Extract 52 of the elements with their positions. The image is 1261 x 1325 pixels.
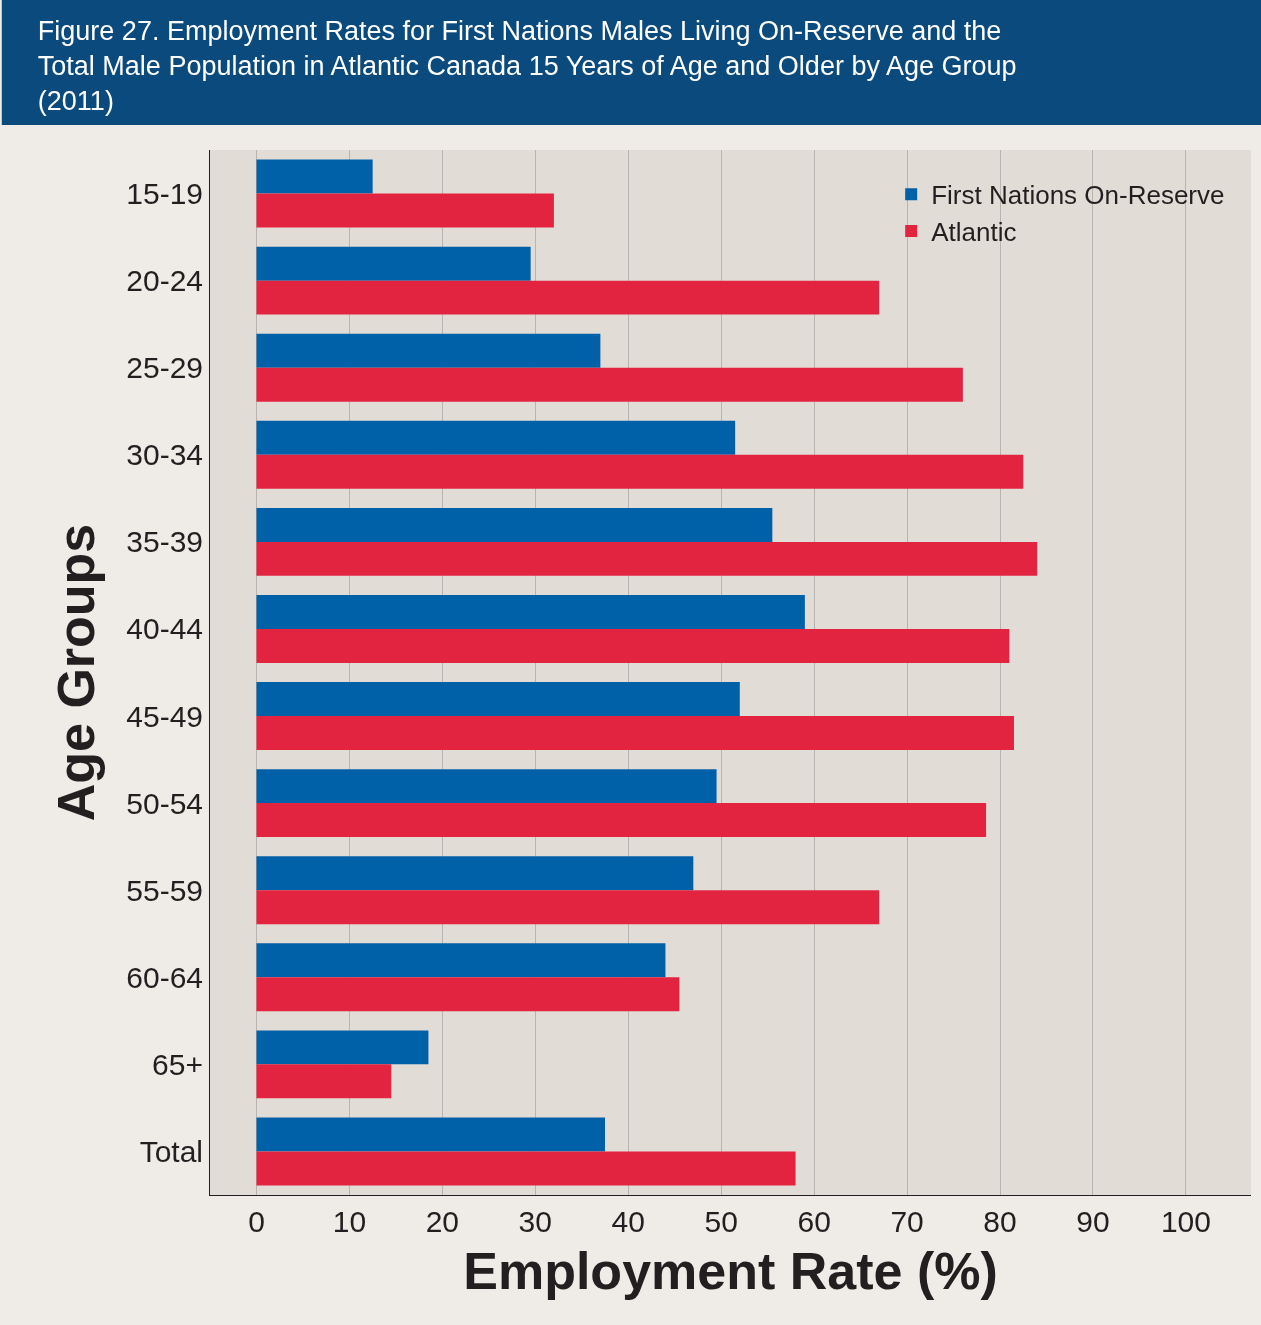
x-tick-label: 80	[983, 1205, 1017, 1238]
bar	[256, 977, 680, 1012]
bar	[256, 890, 880, 925]
bar	[256, 1151, 796, 1186]
bar	[256, 628, 1010, 663]
bar	[256, 367, 963, 402]
x-tick-label: 40	[611, 1205, 645, 1238]
bar	[256, 716, 1014, 750]
y-tick-label: 45-49	[126, 699, 203, 733]
bar	[256, 246, 531, 281]
y-tick-label: 50-54	[126, 786, 203, 820]
bar	[256, 507, 773, 542]
bar	[256, 159, 373, 194]
y-tick-label: Total	[139, 1134, 203, 1168]
x-tick-label: 70	[890, 1205, 924, 1238]
x-tick-label: 30	[518, 1205, 552, 1238]
bar	[256, 280, 880, 315]
y-tick-label: 55-59	[126, 873, 203, 907]
y-tick-label: 25-29	[126, 351, 203, 385]
x-tick-label: 0	[248, 1205, 265, 1238]
y-tick-label: 20-24	[126, 264, 203, 298]
y-tick-label: 15-19	[126, 177, 203, 211]
bar	[256, 1117, 606, 1152]
y-tick-label: 35-39	[126, 525, 203, 559]
bar	[256, 769, 717, 804]
y-tick-label: 65+	[152, 1047, 203, 1081]
bar	[256, 420, 736, 455]
bar	[256, 541, 1038, 576]
y-tick-label: 30-34	[126, 438, 203, 472]
bar	[256, 682, 740, 717]
x-tick-label: 10	[332, 1205, 367, 1238]
x-tick-label: 90	[1076, 1205, 1110, 1238]
bar	[256, 803, 987, 838]
bar	[256, 193, 554, 228]
x-tick-label: 100	[1160, 1205, 1211, 1238]
bar	[256, 943, 666, 978]
bar	[256, 1030, 429, 1065]
y-axis-title: Age Groups	[46, 523, 105, 822]
x-tick-label: 60	[797, 1205, 831, 1238]
x-axis-title: Employment Rate (%)	[463, 1241, 998, 1300]
legend-label: Atlantic	[931, 217, 1017, 248]
y-tick-label: 40-44	[126, 612, 203, 646]
y-tick-label: 60-64	[126, 960, 203, 994]
legend-label: First Nations On-Reserve	[931, 180, 1225, 211]
bar	[256, 333, 601, 368]
chart-title: Figure 27. Employment Rates for First Nations Males Living On-Reserve and the Total Male Population in Atlantic Canada 15 Years of Age and Older by Age Group (2011)	[37, 15, 1017, 116]
bar	[256, 1064, 392, 1099]
bar	[256, 856, 694, 891]
bar	[256, 595, 805, 629]
bar	[256, 454, 1024, 489]
x-tick-label: 20	[425, 1205, 460, 1238]
x-tick-label: 50	[704, 1205, 738, 1238]
